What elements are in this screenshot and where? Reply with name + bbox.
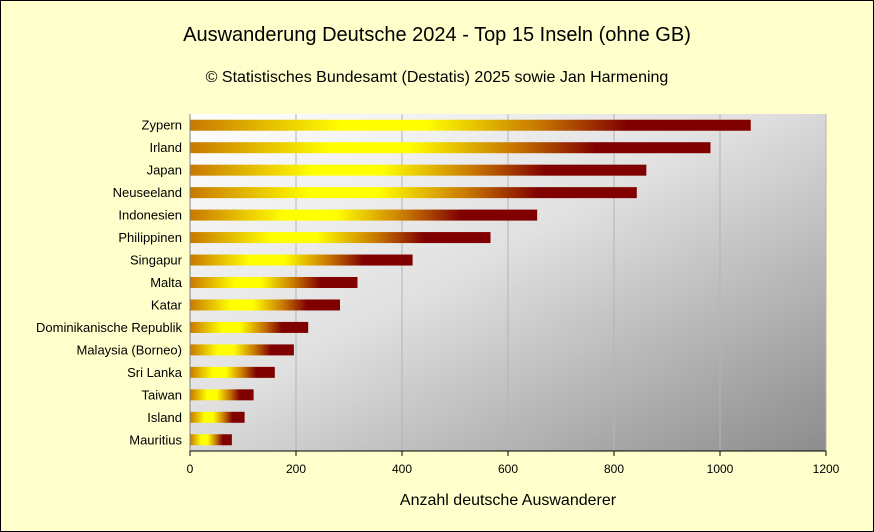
category-label: Philippinen [118, 230, 182, 245]
x-tick-label: 600 [498, 462, 518, 476]
category-label: Island [147, 410, 182, 425]
category-label: Zypern [142, 118, 182, 133]
bar-singapur [190, 254, 413, 266]
category-label: Indonesien [118, 208, 182, 223]
category-label: Singapur [130, 253, 183, 268]
bar-island [190, 411, 245, 423]
x-tick-label: 800 [604, 462, 624, 476]
chart-title: Auswanderung Deutsche 2024 - Top 15 Inse… [183, 24, 691, 46]
bar-indonesien [190, 209, 538, 221]
bar-malaysia-borneo [190, 344, 294, 356]
category-label: Katar [151, 297, 183, 312]
bar-japan [190, 164, 647, 176]
x-axis-label: Anzahl deutsche Auswanderer [399, 492, 617, 509]
bar-katar [190, 299, 340, 311]
bar-zypern [190, 119, 751, 131]
x-tick-label: 400 [392, 462, 412, 476]
bar-philippinen [190, 232, 491, 244]
bar-dominikanische-republik [190, 321, 309, 333]
category-label: Mauritius [129, 432, 182, 447]
bar-taiwan [190, 389, 254, 401]
x-tick-label: 0 [187, 462, 194, 476]
x-tick-label: 1200 [813, 462, 840, 476]
bar-mauritius [190, 434, 232, 446]
category-label: Dominikanische Republik [36, 320, 182, 335]
category-label: Neuseeland [113, 185, 182, 200]
x-tick-label: 1000 [707, 462, 734, 476]
category-label: Irland [149, 140, 182, 155]
x-tick-label: 200 [286, 462, 306, 476]
bar-sri-lanka [190, 366, 275, 378]
chart-subtitle: © Statistisches Bundesamt (Destatis) 202… [205, 69, 669, 86]
bar-malta [190, 277, 358, 288]
category-label: Malta [150, 275, 183, 290]
category-label: Sri Lanka [127, 365, 183, 380]
bar-irland [190, 142, 711, 154]
category-label: Japan [147, 163, 182, 178]
category-label: Taiwan [142, 387, 182, 402]
bar-neuseeland [190, 187, 637, 199]
category-label: Malaysia (Borneo) [77, 342, 183, 357]
